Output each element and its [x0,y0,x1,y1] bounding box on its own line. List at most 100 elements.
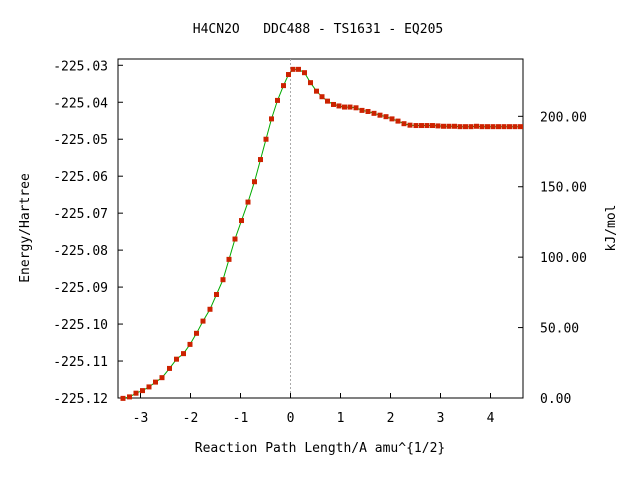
data-point [479,124,485,130]
data-point [457,124,463,130]
y-axis-label: Energy/Hartree [18,173,33,283]
y2-tick-label: 100.00 [540,251,587,266]
data-point [435,123,441,129]
data-point [207,306,213,312]
data-point [485,124,490,130]
data-point [232,236,238,242]
y2-axis-label: kJ/mol [604,205,619,252]
data-point [120,395,126,401]
plot-frame [117,58,524,399]
data-point [302,70,307,76]
data-point [446,123,452,129]
x-axis-label: Reaction Path Length/A amu^{1/2} [195,441,445,456]
data-point [501,124,507,130]
data-point [220,277,226,283]
data-point [474,123,479,129]
data-point [269,116,274,122]
data-point [263,136,269,142]
data-point [430,123,435,129]
data-point [187,341,193,347]
x-tick-label: 1 [337,411,345,426]
data-point [174,356,179,362]
y2-tick-label: 200.00 [540,110,587,125]
data-point [371,110,377,116]
data-point [441,123,446,129]
data-point [389,116,395,122]
y-tick-label: -225.08 [53,244,108,259]
data-point [181,351,186,357]
y-tick-label: -225.04 [53,96,108,111]
y-axis-left: -225.03 -225.04 -225.05 -225.06 -225.07 -225.… [53,59,123,407]
data-point [214,291,219,297]
data-point [127,394,132,400]
data-point [413,123,419,129]
data-point [331,101,336,107]
marker-group [120,66,523,401]
data-point [518,124,523,130]
data-point [314,88,319,94]
data-point [507,124,512,130]
chart-title: H4CN2O DDC488 - TS1631 - EQ205 [193,22,443,37]
data-point [281,83,286,89]
data-point [140,388,145,394]
x-tick-label: 0 [287,411,295,426]
data-point [452,123,457,129]
data-point [290,66,296,72]
data-point [258,157,263,163]
y2-tick-label: 50.00 [540,322,579,337]
data-point [419,123,424,129]
data-point [407,122,413,128]
data-point [275,97,280,103]
x-tick-label: -1 [233,411,249,426]
y-tick-label: -225.05 [53,133,108,148]
y2-tick-label: 150.00 [540,181,587,196]
x-tick-label: 3 [437,411,445,426]
data-point [463,124,468,130]
x-tick-label: -3 [133,411,149,426]
data-point [336,103,342,109]
data-point [252,179,257,185]
data-point [319,94,325,100]
data-point [468,124,474,130]
data-point [194,330,199,336]
data-point [167,365,172,371]
y-tick-label: -225.11 [53,355,108,370]
data-point [512,124,518,130]
data-point [226,256,232,262]
data-point [383,114,389,120]
data-point [159,375,165,381]
x-axis: -3 -2 -1 0 1 2 3 4 [133,393,495,426]
energy-curve [122,68,521,399]
data-point [353,105,359,111]
data-point [395,118,401,124]
data-point [325,98,330,104]
data-point [308,80,313,86]
data-point [496,124,501,130]
data-point [153,379,158,385]
data-point [296,66,301,72]
y-tick-label: -225.12 [53,392,108,407]
x-tick-label: 4 [487,411,495,426]
data-point [490,124,496,130]
data-point [342,104,347,110]
data-point [424,123,430,129]
data-point [239,218,244,224]
series-group [122,68,521,399]
data-point [401,121,407,127]
y-axis-right: 0.00 50.00 100.00 150.00 200.00 [518,110,587,407]
data-point [133,390,139,396]
data-point [245,199,251,205]
data-point [146,384,152,390]
x-tick-label: -2 [183,411,199,426]
y-tick-label: -225.07 [53,207,108,222]
y2-tick-label: 0.00 [540,392,571,407]
y-tick-label: -225.10 [53,318,108,333]
y-tick-label: -225.09 [53,281,108,296]
data-point [347,104,353,110]
data-point [365,108,371,114]
data-point [286,72,291,78]
x-tick-label: 2 [387,411,395,426]
data-point [200,318,206,324]
data-point [377,112,383,118]
